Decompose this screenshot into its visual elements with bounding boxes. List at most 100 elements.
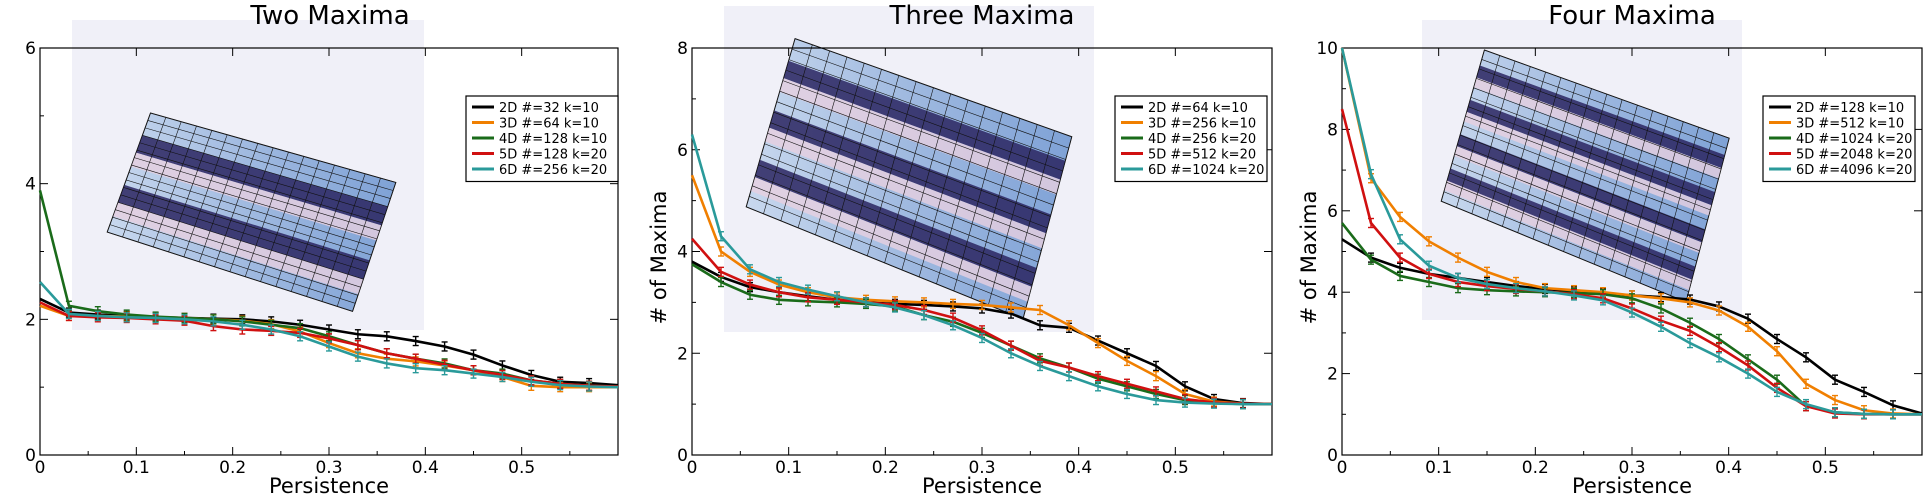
- chart-title: Four Maxima: [1548, 1, 1716, 31]
- mesh-line: [764, 143, 1042, 251]
- y-tick-label: 4: [25, 175, 36, 195]
- y-axis-label: # of Maxima: [647, 191, 671, 325]
- mesh-line: [970, 118, 1021, 299]
- mesh-line: [1459, 134, 1706, 231]
- mesh-line: [1446, 182, 1692, 282]
- chart-panel-2: Three Maxima 0 2 4 6 8 0 0.1 0.2 0.3 0.4 0.5 Persist…: [647, 1, 1273, 498]
- mesh-line: [107, 231, 353, 312]
- legend-entry: 3D #=256 k=10: [1148, 117, 1256, 132]
- x-tick-label: 0: [35, 458, 46, 478]
- mesh-line: [1005, 130, 1055, 313]
- x-tick-label: 0.2: [1522, 458, 1549, 478]
- mesh-line: [761, 153, 1039, 263]
- mesh-line: [1022, 136, 1073, 320]
- mesh-line: [120, 194, 367, 272]
- mesh-line: [352, 182, 397, 312]
- x-axis-label: Persistence: [269, 474, 389, 498]
- legend-entry: 3D #=512 k=10: [1796, 117, 1904, 132]
- y-tick-label: 2: [677, 344, 688, 364]
- legend-entry: 2D #=128 k=10: [1796, 101, 1904, 116]
- x-tick-label: 0: [1337, 458, 1348, 478]
- chart-title: Three Maxima: [889, 1, 1075, 31]
- mesh-line: [260, 156, 305, 282]
- x-tick-label: 0.5: [508, 458, 535, 478]
- mesh-line: [290, 164, 335, 292]
- x-tick-label: 0.3: [1618, 458, 1645, 478]
- x-axis-label: Persistence: [1572, 474, 1692, 498]
- mesh-line: [321, 173, 366, 302]
- y-tick-label: 8: [1327, 120, 1338, 140]
- y-tick-label: 10: [1316, 39, 1338, 59]
- y-tick-label: 6: [677, 141, 688, 161]
- mesh-line: [275, 160, 320, 287]
- y-tick-label: 0: [677, 446, 688, 466]
- mesh-line: [1593, 105, 1638, 265]
- mesh-line: [752, 185, 1030, 297]
- y-tick-label: 8: [677, 39, 688, 59]
- mesh-line: [755, 174, 1033, 286]
- legend-entry: 6D #=256 k=20: [499, 163, 607, 178]
- mesh-line: [1655, 127, 1699, 290]
- mesh-line: [109, 224, 356, 304]
- mesh-line: [767, 132, 1045, 240]
- legend-entry: 6D #=4096 k=20: [1796, 163, 1912, 178]
- legend-entry: 3D #=64 k=10: [499, 117, 599, 132]
- x-tick-label: 0.3: [315, 458, 342, 478]
- legend-entry: 5D #=2048 k=20: [1796, 148, 1912, 163]
- y-tick-label: 4: [1327, 283, 1338, 303]
- x-tick-label: 0.4: [1065, 458, 1092, 478]
- mesh-line: [1454, 153, 1700, 252]
- x-tick-label: 0.2: [219, 458, 246, 478]
- legend-entry: 2D #=32 k=10: [499, 101, 599, 116]
- mesh-line: [918, 99, 969, 277]
- mesh-line: [794, 38, 1072, 138]
- mesh-line: [1449, 172, 1695, 272]
- mesh-line: [1578, 99, 1623, 258]
- mesh-line: [128, 172, 375, 248]
- x-axis-label: Persistence: [922, 474, 1042, 498]
- x-tick-label: 0: [687, 458, 698, 478]
- x-tick-label: 0.4: [412, 458, 439, 478]
- legend-entry: 4D #=256 k=20: [1148, 132, 1256, 147]
- mesh-line: [306, 169, 351, 297]
- mesh-line: [746, 206, 1024, 320]
- mesh-line: [123, 187, 369, 264]
- mesh-line: [988, 124, 1038, 306]
- mesh-line: [115, 209, 361, 288]
- x-tick-label: 0.1: [775, 458, 802, 478]
- mesh-line: [953, 112, 1003, 292]
- y-tick-label: 6: [1327, 202, 1338, 222]
- y-tick-label: 2: [1327, 365, 1338, 385]
- mesh-line: [1451, 163, 1697, 262]
- mesh-line: [1685, 138, 1730, 303]
- y-tick-label: 6: [25, 39, 36, 59]
- y-tick-label: 2: [25, 310, 36, 330]
- chart-panel-3: Four Maxima 0 2 4 6 8 10 0 0.1 0.2 0.3 0.4 0.5 Persis…: [1297, 1, 1923, 498]
- surface-inset: [1422, 20, 1742, 320]
- mesh-line: [1639, 121, 1684, 284]
- mesh-line: [758, 164, 1036, 274]
- surface-inset: [72, 20, 424, 330]
- mesh-line: [1457, 144, 1703, 241]
- legend-entry: 6D #=1024 k=20: [1148, 163, 1264, 178]
- chart-panel-1: Two Maxima 0 2 4 6 0 0.1 0.2 0.3 0.4 0.5 Persistenc…: [25, 1, 619, 498]
- mesh-line: [336, 178, 381, 307]
- mesh-line: [1609, 110, 1653, 271]
- x-tick-label: 0.3: [968, 458, 995, 478]
- mesh-line: [936, 105, 986, 284]
- mesh-line: [1624, 116, 1669, 277]
- mesh-line: [1443, 191, 1689, 293]
- legend-entry: 5D #=128 k=20: [499, 148, 607, 163]
- y-axis-label: # of Maxima: [1297, 191, 1321, 325]
- mesh-line: [244, 151, 289, 277]
- x-tick-label: 0.5: [1162, 458, 1189, 478]
- y-tick-label: 0: [1327, 446, 1338, 466]
- legend-entry: 5D #=512 k=20: [1148, 148, 1256, 163]
- mesh-line: [901, 93, 952, 270]
- surface-inset: [724, 6, 1094, 332]
- mesh-line: [1670, 132, 1715, 296]
- legend-entry: 2D #=64 k=10: [1148, 101, 1248, 116]
